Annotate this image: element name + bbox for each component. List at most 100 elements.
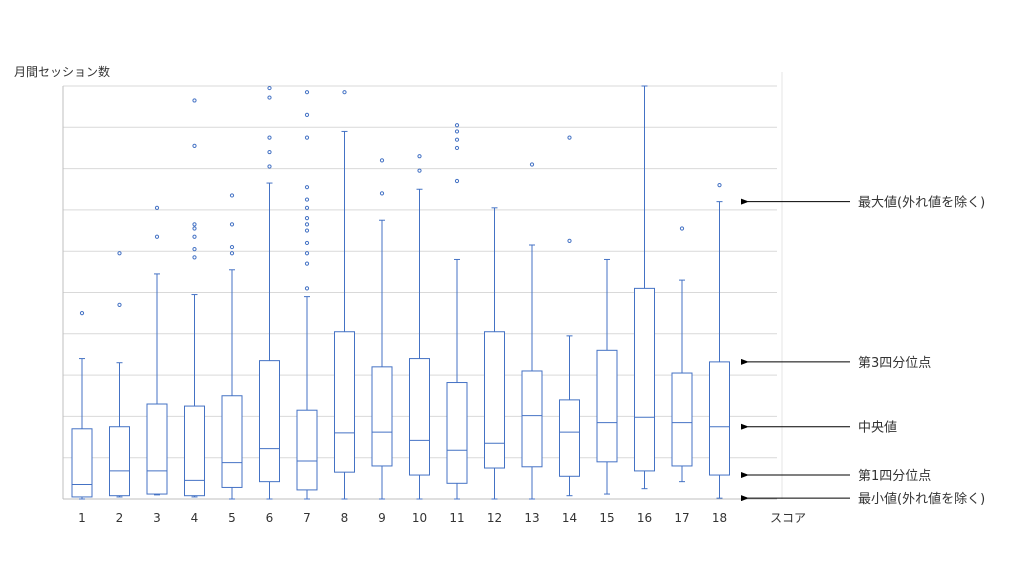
box-11	[446, 123, 468, 500]
outlier-point	[304, 135, 310, 140]
outlier-point	[567, 135, 572, 140]
outlier-point	[417, 154, 422, 159]
outlier-point	[229, 251, 235, 256]
outlier-point	[267, 135, 272, 140]
iqr-box	[559, 399, 580, 477]
x-tick-label: 18	[712, 511, 727, 525]
box-10	[409, 154, 430, 500]
outlier-point	[304, 222, 310, 227]
box-15	[596, 258, 618, 495]
outlier-point	[529, 162, 535, 167]
outlier-point	[304, 240, 310, 246]
outlier-point	[229, 222, 235, 227]
outlier-point	[192, 98, 197, 103]
iqr-box	[671, 372, 693, 467]
box-7	[296, 90, 318, 500]
iqr-box	[446, 382, 468, 484]
outlier-point	[192, 226, 197, 231]
outlier-point	[192, 247, 197, 252]
box-18	[709, 183, 730, 499]
iqr-box	[409, 358, 430, 476]
outlier-point	[717, 183, 722, 188]
outlier-point	[342, 90, 347, 95]
iqr-box	[634, 287, 655, 472]
outlier-point	[229, 193, 235, 198]
outlier-point	[679, 226, 685, 231]
x-tick-label: 3	[153, 511, 161, 525]
boxes	[71, 85, 730, 500]
outlier-point	[454, 129, 460, 134]
outlier-point	[117, 302, 122, 307]
outlier-point	[79, 311, 85, 316]
outlier-point	[154, 205, 160, 210]
box-4	[184, 98, 205, 498]
box-8	[334, 90, 355, 500]
outlier-point	[304, 197, 310, 202]
x-tick-label: 9	[378, 511, 386, 525]
outlier-point	[304, 228, 310, 233]
iqr-box	[334, 331, 355, 473]
box-14	[559, 135, 580, 497]
outlier-point	[117, 251, 122, 256]
box-1	[71, 311, 93, 500]
outlier-point	[454, 137, 460, 142]
x-tick-label: 17	[674, 511, 689, 525]
iqr-box	[71, 428, 93, 498]
outlier-point	[454, 145, 460, 151]
x-axis-label: スコア	[770, 511, 806, 525]
iqr-box	[296, 409, 318, 491]
box-17	[671, 226, 693, 483]
outlier-point	[304, 261, 310, 266]
x-tick-label: 12	[487, 511, 502, 525]
box-2	[109, 251, 130, 498]
iqr-box	[484, 331, 505, 469]
outlier-point	[304, 286, 310, 291]
x-tick-labels: 1 2 3 4 5 6 7 8 9 10 11 12 13 14 15 16 17 18	[78, 511, 727, 525]
outlier-point	[267, 85, 272, 91]
iqr-box	[184, 405, 205, 497]
outlier-point	[192, 234, 197, 239]
box-5	[221, 193, 243, 500]
outlier-point	[229, 244, 235, 250]
iqr-box	[259, 360, 280, 483]
iqr-box	[521, 370, 543, 468]
outlier-point	[304, 112, 310, 118]
box-16	[634, 85, 655, 490]
outlier-point	[304, 205, 310, 210]
x-tick-label: 16	[637, 511, 652, 525]
iqr-box	[596, 349, 618, 463]
outlier-point	[379, 191, 385, 196]
iqr-box	[709, 361, 730, 476]
box-12	[484, 207, 505, 500]
box-9	[371, 158, 393, 500]
x-tick-label: 2	[116, 511, 124, 525]
iqr-box	[221, 395, 243, 488]
x-tick-label: 14	[562, 511, 577, 525]
outlier-point	[304, 90, 310, 95]
box-6	[259, 85, 280, 500]
outlier-point	[304, 216, 310, 221]
iqr-box	[371, 366, 393, 467]
x-tick-label: 13	[524, 511, 539, 525]
outlier-point	[304, 185, 310, 190]
iqr-box	[146, 403, 168, 495]
outlier-point	[379, 158, 385, 163]
x-tick-label: 10	[412, 511, 427, 525]
outlier-point	[454, 178, 460, 184]
x-tick-label: 7	[303, 511, 311, 525]
outlier-point	[192, 143, 197, 148]
y-axis-label: 月間セッション数	[14, 64, 110, 79]
box-13	[521, 162, 543, 500]
iqr-box	[109, 426, 130, 497]
outlier-point	[267, 164, 272, 169]
x-tick-label: 8	[341, 511, 349, 525]
outlier-point	[567, 238, 572, 243]
outlier-point	[454, 123, 460, 128]
annotation-label: 最大値(外れ値を除く)	[858, 195, 985, 211]
outlier-point	[304, 251, 310, 256]
x-tick-label: 6	[266, 511, 274, 525]
outlier-point	[267, 149, 272, 155]
x-tick-label: 11	[449, 511, 464, 525]
